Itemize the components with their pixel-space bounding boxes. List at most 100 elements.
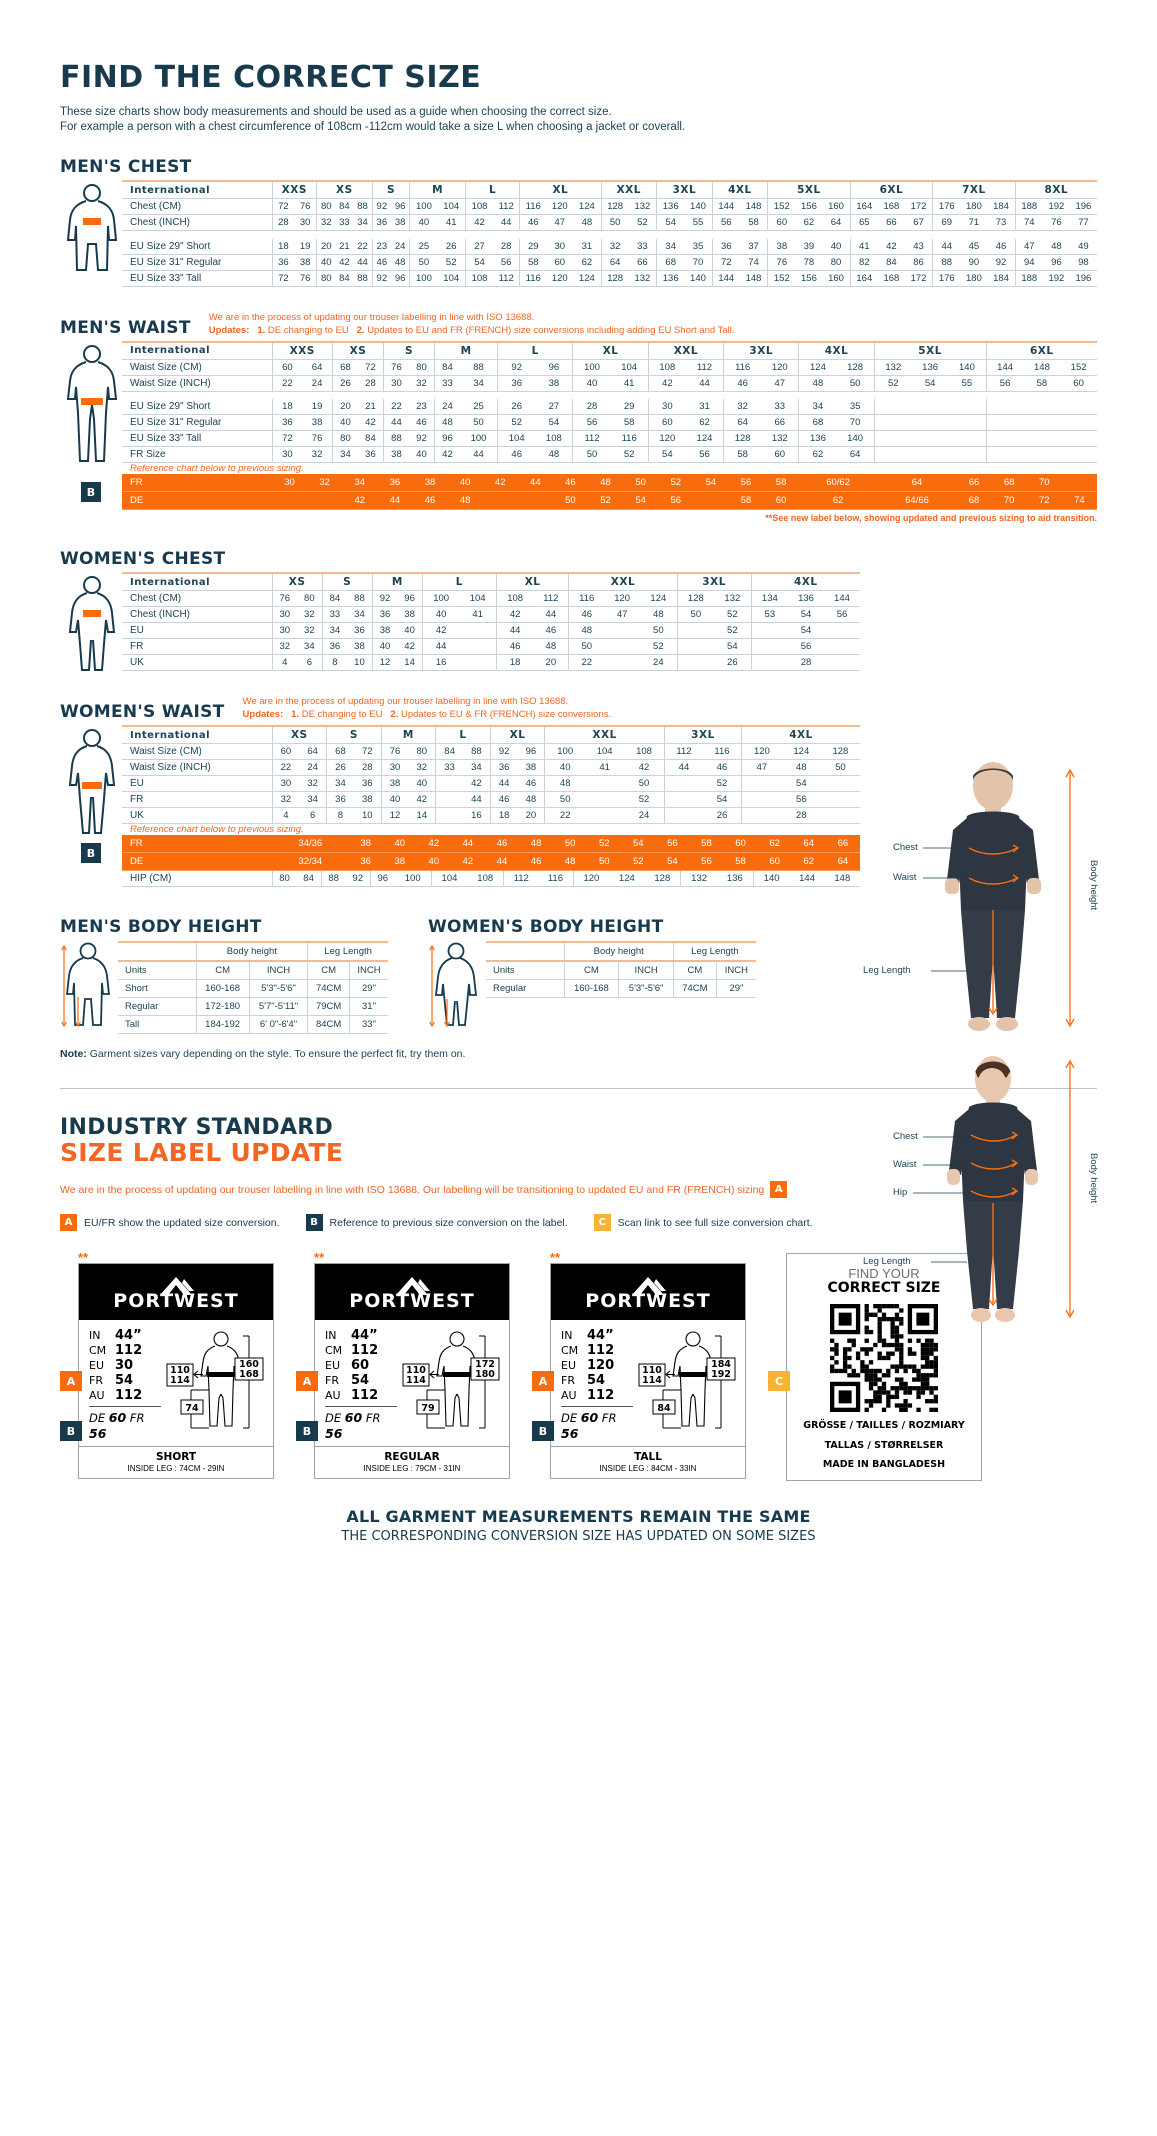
qr-title-1: FIND YOUR <box>848 1266 920 1281</box>
table-cell: 196 <box>1069 270 1097 287</box>
table-cell: 47 <box>604 606 641 623</box>
waist-lo: 110 <box>642 1365 662 1376</box>
de-prefix: DE <box>325 1411 342 1425</box>
ref-table-cell: 52 <box>587 491 624 510</box>
table-cell: 45 <box>960 238 988 255</box>
table-cell: 84 <box>877 254 905 271</box>
table-cell: 180 <box>960 270 988 287</box>
female-model-box: Chest Waist Hip Leg Length Body height <box>863 1053 1099 1328</box>
table-cell: 14 <box>408 807 436 824</box>
table-cell: 112 <box>503 871 539 887</box>
key-item-a: A EU/FR show the updated size conversion. <box>60 1214 280 1231</box>
label-card: ** PORTWEST IN 44” CM 112 EU 30 FR 54 AU 112 DE 60 F… <box>60 1251 274 1479</box>
table-cell: 76 <box>767 254 796 271</box>
table-row: FR Size 30 32 34 36 38 40 42 44 46 48 50 52 54 56 58 60 6… <box>122 446 1097 463</box>
spec-key: IN <box>325 1329 337 1342</box>
column-header-xl: XL <box>519 180 601 199</box>
table-cell <box>750 638 789 655</box>
womens-waist-body: Waist Size (CM) 60 64 68 72 76 80 84 88 92 96 100 10… <box>122 743 860 824</box>
womens-body-height-block: WOMEN'S BODY HEIGHT <box>428 917 758 1034</box>
ref-table-cell: 64 <box>791 835 826 853</box>
industry-title-2: SIZE LABEL UPDATE <box>60 1138 344 1167</box>
column-header-s: S <box>371 180 410 199</box>
ref-table-row: DE 32/34 36 38 40 42 44 46 48 50 52 54 56 58 60 62 64 <box>122 852 860 871</box>
table-cell: 58 <box>610 414 649 431</box>
ref-table-cell: 48 <box>447 491 483 510</box>
waist-lo: 110 <box>170 1365 190 1376</box>
table-cell: 192 <box>1042 198 1070 215</box>
industry-key-row: A EU/FR show the updated size conversion.… <box>60 1214 1097 1231</box>
table-cell <box>663 807 703 824</box>
table-row: EU Size 31" Regular 36 38 40 42 44 46 48 50 52 54 5… <box>122 414 1097 431</box>
table-cell: 80 <box>271 871 297 887</box>
table-cell: 41 <box>437 214 466 231</box>
womens-waist-note-1: We are in the process of updating our tr… <box>242 696 569 707</box>
table-cell: 58 <box>739 214 768 231</box>
ref-table-cell: 40 <box>447 474 483 492</box>
table-cell: 32 <box>316 214 336 231</box>
table-cell: 32 <box>408 375 435 392</box>
table-cell: 48 <box>544 775 586 792</box>
table-cell: 4 <box>271 807 300 824</box>
garment-note: Note: Garment sizes vary depending on th… <box>60 1048 1097 1060</box>
table-cell: 72 <box>271 198 295 215</box>
table-cell: 36 <box>353 775 382 792</box>
table-cell: 96 <box>390 198 410 215</box>
table-cell: 66 <box>761 414 799 431</box>
update-2-num: 2. <box>356 324 365 336</box>
bh-row-label: Short <box>118 979 196 998</box>
table-cell: 124 <box>798 359 837 376</box>
qr-foot-1: GRÖSSE / TAILLES / ROZMIARY <box>803 1420 965 1431</box>
table-row: UK 4 6 8 10 12 14 16 18 20 22 24 26 28 <box>122 654 860 671</box>
table-cell: 104 <box>459 590 497 607</box>
table-cell: 80 <box>316 270 336 287</box>
label-hip-female: Hip <box>893 1187 908 1198</box>
table-cell: 136 <box>656 198 685 215</box>
table-cell: 116 <box>538 871 574 887</box>
table-cell: 136 <box>788 590 824 607</box>
womens-chest-body: Chest (CM) 76 80 84 88 92 96 100 104 108 112 116 120… <box>122 590 860 671</box>
side-tag-b: B <box>532 1421 554 1441</box>
update-2-num: 2. <box>390 709 399 720</box>
table-cell <box>663 791 703 808</box>
fr-value: 56 <box>325 1426 343 1441</box>
table-cell: 54 <box>788 606 824 623</box>
table-cell: 42 <box>647 375 686 392</box>
table-cell: 112 <box>493 270 520 287</box>
qr-code-icon[interactable] <box>830 1304 938 1412</box>
table-cell: 41 <box>459 606 497 623</box>
column-header-xxs: XXS <box>271 180 317 199</box>
column-header-xxs: XXS <box>271 340 333 360</box>
table-cell: 20 <box>517 807 545 824</box>
table-cell: 86 <box>904 254 933 271</box>
mens-waist-ref-block: B FR 30 32 34 36 38 40 42 44 46 48 50 52 54 56 58 60/62 6… <box>60 474 1097 510</box>
table-cell: 156 <box>795 270 823 287</box>
womens-chest-title: WOMEN'S CHEST <box>60 549 226 569</box>
table-cell <box>459 622 497 639</box>
table-cell: 128 <box>600 198 629 215</box>
table-cell: 53 <box>750 606 789 623</box>
bh-row: Tall 184-192 6' 0"-6'4" 84CM 33" <box>118 1015 388 1034</box>
table-cell: 34 <box>326 775 354 792</box>
table-cell: 124 <box>609 871 645 887</box>
asterisk-marker: ** <box>550 1250 561 1265</box>
spec-row-fr: FR 54 <box>325 1373 397 1388</box>
table-row: Chest (CM) 76 80 84 88 92 96 100 104 108 112 116 120… <box>122 590 860 607</box>
table-cell: 132 <box>628 270 657 287</box>
table-cell: 88 <box>459 359 498 376</box>
table-cell: 78 <box>795 254 823 271</box>
table-cell: 80 <box>408 743 436 760</box>
table-cell: 128 <box>676 590 715 607</box>
table-cell: 28 <box>788 654 824 671</box>
brand-bar: PORTWEST <box>315 1264 509 1320</box>
table-cell: 64 <box>302 359 333 376</box>
ref-table-cell: 70 <box>1026 474 1062 492</box>
ref-table-row: FR 34/36 38 40 42 44 46 48 50 52 54 56 58 60 62 64 66 <box>122 835 860 853</box>
mens-body-height-block: MEN'S BODY HEIGHT <box>60 917 390 1034</box>
table-cell: 20 <box>316 238 336 255</box>
ref-table-cell <box>693 491 729 510</box>
table-cell: 52 <box>628 214 657 231</box>
table-cell: 40 <box>316 254 336 271</box>
ref-table-cell <box>482 491 518 510</box>
table-cell: 26 <box>702 807 742 824</box>
